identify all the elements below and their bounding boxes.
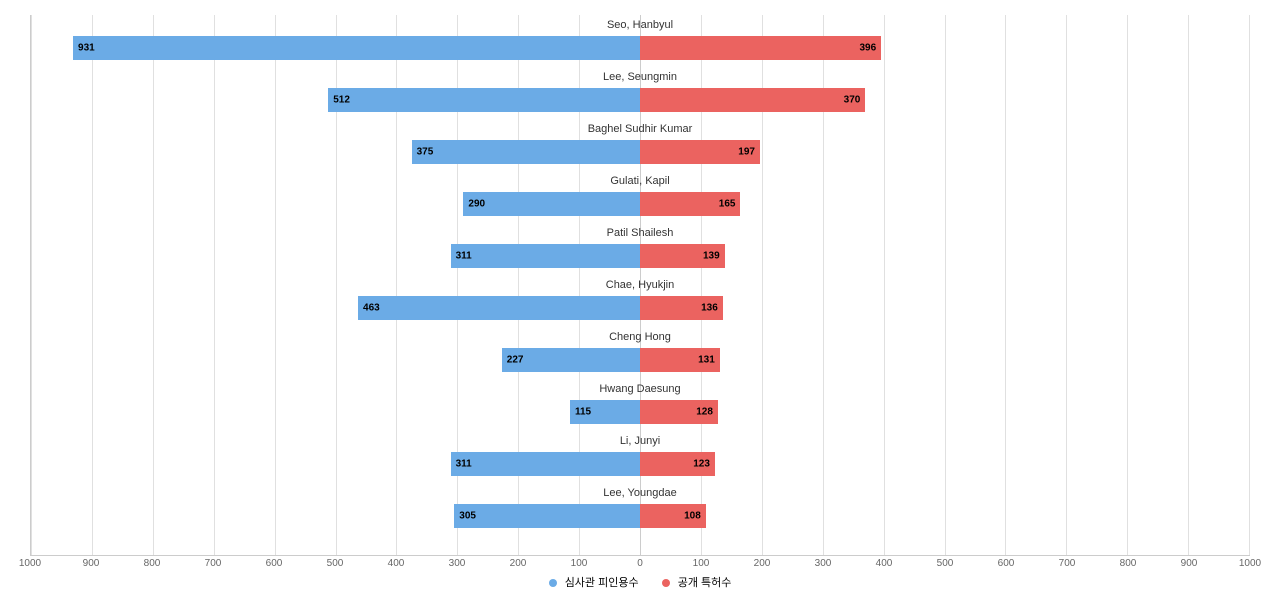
bar-right: 139 [640, 244, 725, 268]
x-tick: 800 [144, 558, 161, 569]
plot-area: Seo, Hanbyul 931 396 Lee, Seungmin 512 370 Bag… [30, 15, 1250, 556]
chart-row: Baghel Sudhir Kumar 375 197 [31, 123, 1249, 175]
row-label: Patil Shailesh [31, 227, 1249, 239]
x-tick: 100 [571, 558, 588, 569]
bar-left: 290 [463, 192, 640, 216]
bar-left: 931 [73, 36, 640, 60]
x-tick: 500 [937, 558, 954, 569]
x-tick: 300 [449, 558, 466, 569]
x-tick: 600 [266, 558, 283, 569]
legend-dot-right [662, 579, 670, 587]
bar-value-left: 512 [333, 95, 350, 106]
bar-left: 311 [451, 244, 640, 268]
bar-value-left: 305 [459, 511, 476, 522]
row-label: Gulati, Kapil [31, 175, 1249, 187]
bar-value-right: 108 [684, 511, 701, 522]
bar-value-left: 311 [456, 251, 472, 262]
row-label: Hwang Daesung [31, 383, 1249, 395]
x-tick: 1000 [19, 558, 41, 569]
bar-left: 375 [412, 140, 640, 164]
row-label: Lee, Youngdae [31, 487, 1249, 499]
bar-value-right: 370 [844, 95, 861, 106]
bar-value-left: 311 [456, 459, 472, 470]
x-tick: 1000 [1239, 558, 1261, 569]
row-label: Cheng Hong [31, 331, 1249, 343]
legend-label-left: 심사관 피인용수 [565, 577, 639, 589]
bar-left: 463 [358, 296, 640, 320]
chart-row: Patil Shailesh 311 139 [31, 227, 1249, 279]
chart-row: Chae, Hyukjin 463 136 [31, 279, 1249, 331]
bar-value-left: 115 [575, 407, 591, 418]
x-tick: 200 [510, 558, 527, 569]
bar-left: 115 [570, 400, 640, 424]
x-tick: 100 [693, 558, 710, 569]
chart-container: Seo, Hanbyul 931 396 Lee, Seungmin 512 370 Bag… [10, 10, 1270, 590]
chart-row: Hwang Daesung 115 128 [31, 383, 1249, 435]
legend-item-right: 공개 특허수 [662, 574, 732, 590]
x-tick: 700 [1059, 558, 1076, 569]
bar-value-right: 123 [693, 459, 710, 470]
x-tick: 600 [998, 558, 1015, 569]
bar-value-right: 396 [859, 43, 876, 54]
bar-value-left: 463 [363, 303, 380, 314]
bar-right: 123 [640, 452, 715, 476]
bar-value-right: 197 [738, 147, 755, 158]
bar-value-right: 131 [698, 355, 715, 366]
row-label: Lee, Seungmin [31, 71, 1249, 83]
bar-right: 396 [640, 36, 881, 60]
bar-value-right: 165 [719, 199, 736, 210]
legend-item-left: 심사관 피인용수 [549, 574, 639, 590]
bar-right: 370 [640, 88, 865, 112]
legend-label-right: 공개 특허수 [678, 577, 732, 589]
chart-row: Gulati, Kapil 290 165 [31, 175, 1249, 227]
bar-value-left: 227 [507, 355, 524, 366]
chart-row: Lee, Youngdae 305 108 [31, 487, 1249, 539]
chart-row: Cheng Hong 227 131 [31, 331, 1249, 383]
chart-row: Lee, Seungmin 512 370 [31, 71, 1249, 123]
chart-row: Li, Junyi 311 123 [31, 435, 1249, 487]
bar-left: 311 [451, 452, 640, 476]
gridline [1249, 15, 1250, 555]
bar-left: 305 [454, 504, 640, 528]
bar-right: 128 [640, 400, 718, 424]
bar-value-left: 290 [468, 199, 485, 210]
x-tick: 700 [205, 558, 222, 569]
chart-row: Seo, Hanbyul 931 396 [31, 19, 1249, 71]
bar-left: 227 [502, 348, 640, 372]
row-label: Baghel Sudhir Kumar [31, 123, 1249, 135]
bar-value-left: 375 [417, 147, 434, 158]
x-tick: 0 [637, 558, 643, 569]
x-tick: 200 [754, 558, 771, 569]
bar-right: 131 [640, 348, 720, 372]
bar-left: 512 [328, 88, 640, 112]
bar-value-left: 931 [78, 43, 95, 54]
x-tick: 300 [815, 558, 832, 569]
row-label: Chae, Hyukjin [31, 279, 1249, 291]
x-tick: 900 [83, 558, 100, 569]
row-label: Li, Junyi [31, 435, 1249, 447]
bar-right: 165 [640, 192, 740, 216]
bar-value-right: 136 [701, 303, 718, 314]
x-tick: 400 [876, 558, 893, 569]
x-tick: 400 [388, 558, 405, 569]
row-label: Seo, Hanbyul [31, 19, 1249, 31]
bar-value-right: 128 [696, 407, 713, 418]
bar-right: 197 [640, 140, 760, 164]
legend-dot-left [549, 579, 557, 587]
bar-right: 108 [640, 504, 706, 528]
bar-right: 136 [640, 296, 723, 320]
x-tick: 900 [1181, 558, 1198, 569]
x-tick: 800 [1120, 558, 1137, 569]
legend: 심사관 피인용수 공개 특허수 [10, 574, 1270, 590]
bar-value-right: 139 [703, 251, 720, 262]
x-tick: 500 [327, 558, 344, 569]
